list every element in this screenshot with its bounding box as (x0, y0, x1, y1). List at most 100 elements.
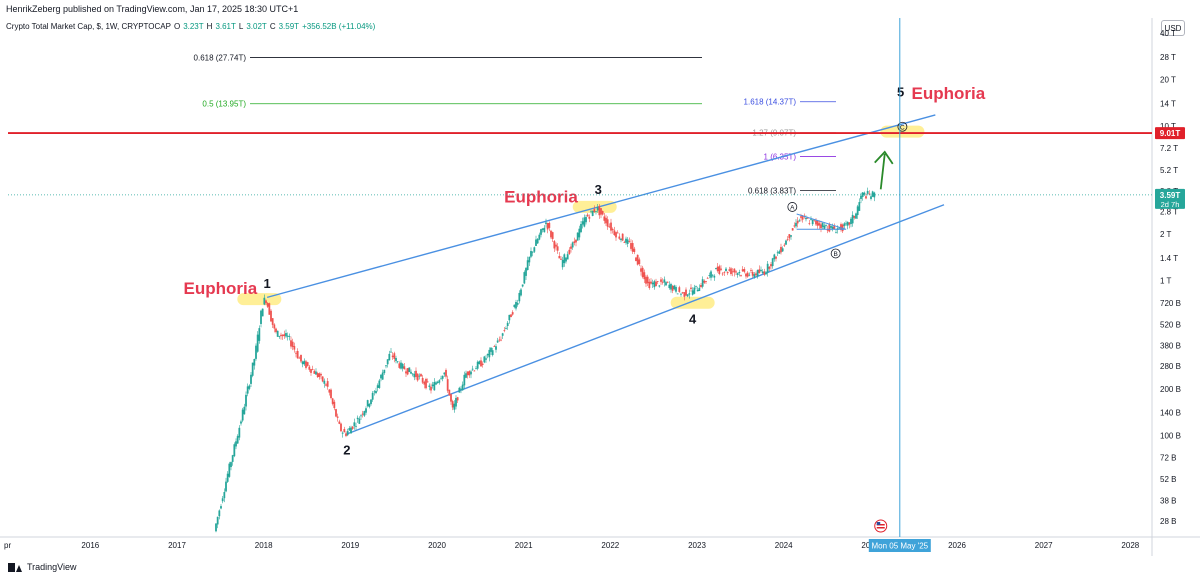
candle-body (536, 238, 539, 244)
candle-body (510, 314, 512, 318)
candle-body (535, 239, 537, 246)
candle-body (548, 222, 551, 228)
candle-body (245, 394, 247, 407)
candle-body (221, 498, 224, 502)
vertical-marker-label: Mon 05 May '25 (871, 542, 928, 551)
euphoria-label: Euphoria (911, 84, 985, 103)
candle-body (626, 239, 629, 244)
candle-body (273, 324, 276, 329)
candle-body (595, 210, 597, 212)
candle-body (285, 333, 287, 337)
candle-body (566, 254, 569, 260)
candle-body (610, 222, 612, 231)
candle-body (728, 269, 731, 271)
candle-body (533, 247, 536, 252)
y-tick-label: 1 T (1160, 277, 1172, 286)
candle-body (863, 192, 866, 195)
candle-body (696, 289, 699, 292)
candle-body (310, 369, 312, 373)
candle-body (718, 266, 721, 274)
candle-body (523, 272, 526, 284)
candle-body (350, 427, 352, 434)
y-tick-label: 380 B (1160, 342, 1181, 351)
candle-body (496, 340, 499, 343)
tradingview-logo-icon[interactable] (8, 562, 22, 572)
candle-body (491, 350, 494, 356)
candle-body (680, 293, 682, 295)
candle-body (540, 229, 542, 235)
candle-body (625, 238, 627, 243)
event-flag-stripe (876, 527, 885, 529)
candle-body (255, 345, 257, 359)
y-tick-label: 520 B (1160, 321, 1181, 330)
candle-body (801, 215, 804, 220)
candle-body (833, 225, 836, 230)
y-tick-label: 7.2 T (1160, 144, 1178, 153)
x-tick-label: pr (4, 541, 11, 550)
footer: TradingView (0, 557, 1200, 577)
candle-body (743, 268, 746, 272)
candle-body (721, 273, 724, 275)
candle-body (763, 271, 766, 275)
candle-body (498, 339, 501, 341)
candle-body (468, 371, 471, 376)
event-flag-icon[interactable] (874, 519, 888, 533)
candle-body (308, 366, 311, 370)
x-tick-label: 2028 (1121, 541, 1139, 550)
candle-body (231, 455, 234, 462)
currency-button[interactable]: USD (1161, 20, 1185, 36)
candle-body (495, 346, 497, 350)
candle-body (400, 362, 402, 369)
symbol-name[interactable]: Crypto Total Market Cap, $, 1W, CRYPTOCA… (6, 22, 171, 31)
candle-body (693, 287, 696, 294)
candle-body (568, 249, 571, 255)
candle-body (558, 255, 561, 259)
x-tick-label: 2027 (1035, 541, 1053, 550)
wave-number-label: 4 (689, 311, 697, 326)
candle-body (441, 375, 444, 379)
candle-body (233, 444, 236, 457)
candle-body (475, 368, 477, 370)
euphoria-label: Euphoria (504, 188, 578, 207)
candle-body (426, 381, 429, 383)
candle-body (375, 390, 377, 394)
candle-body (631, 243, 634, 252)
x-tick-label: 2016 (81, 541, 99, 550)
countdown-label: 2d 7h (1161, 200, 1180, 209)
fib-extension-label: 0.618 (3.83T) (748, 187, 796, 196)
candle-body (613, 230, 616, 235)
candle-body (236, 436, 239, 444)
candle-body (691, 290, 694, 295)
candle-body (606, 219, 609, 227)
candle-body (775, 256, 777, 259)
candle-body (576, 232, 579, 241)
candle-body (456, 397, 459, 401)
candle-body (766, 263, 769, 273)
candle-body (758, 269, 761, 273)
candle-body (455, 398, 457, 407)
candle-body (503, 330, 506, 332)
footer-brand: TradingView (27, 562, 77, 572)
candle-body (326, 381, 329, 387)
candle-body (573, 241, 576, 243)
candle-body (490, 347, 492, 352)
candle-body (406, 368, 409, 375)
candle-body (313, 370, 316, 374)
candle-body (275, 328, 277, 333)
change-value: +356.52B (+11.04%) (302, 22, 376, 31)
y-tick-label: 38 B (1160, 496, 1176, 505)
candle-body (825, 225, 827, 226)
candle-body (486, 353, 489, 356)
candle-body (465, 373, 467, 378)
candle-body (253, 359, 256, 366)
candle-body (390, 351, 392, 353)
candle-body (230, 462, 232, 468)
candle-body (756, 269, 759, 277)
wave-number-label: 2 (343, 443, 350, 458)
candle-body (218, 510, 221, 517)
candle-body (250, 374, 252, 384)
candle-body (805, 217, 807, 220)
green-arrow-shaft (879, 153, 886, 190)
candle-body (331, 398, 334, 404)
